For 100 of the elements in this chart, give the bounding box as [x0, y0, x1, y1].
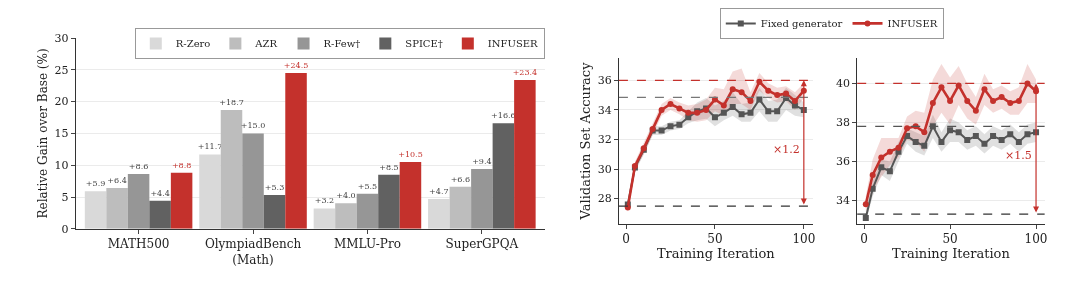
point [774, 92, 781, 99]
y-tick-label: 32 [597, 133, 612, 147]
point [747, 109, 754, 116]
x-tick-label: 50 [707, 232, 723, 247]
point [676, 105, 683, 112]
y-axis-title: Relative Gain over Base (%) [35, 48, 50, 219]
point [783, 90, 790, 97]
point [756, 78, 763, 85]
point [765, 108, 772, 115]
y-tick-label: 25 [54, 63, 69, 77]
bar [449, 186, 472, 229]
point [658, 127, 665, 134]
point [658, 106, 665, 113]
data-label: +9.4 [472, 157, 492, 167]
x-tick-label: 0 [860, 232, 868, 247]
data-label: +8.6 [128, 162, 149, 172]
bar [356, 193, 379, 229]
x-axis-title: Training Iteration [892, 246, 1011, 262]
data-label: +11.7 [197, 142, 223, 152]
point [862, 201, 869, 208]
legend-label: SPICE† [405, 38, 443, 50]
point [1015, 98, 1022, 104]
point [729, 103, 736, 110]
x-tick-label: 0 [622, 232, 630, 247]
bar [471, 169, 493, 229]
data-label: +4.0 [336, 191, 356, 201]
point [738, 111, 745, 118]
data-label: +8.8 [171, 160, 192, 170]
point [862, 214, 869, 221]
data-label: +24.5 [283, 61, 309, 71]
y-tick-label: 40 [836, 77, 850, 91]
point [886, 148, 893, 155]
point [990, 133, 997, 140]
bar [378, 174, 400, 229]
point [756, 96, 763, 103]
y-tick-label: 28 [597, 192, 612, 206]
data-label: +4.4 [150, 188, 170, 198]
bar [313, 208, 336, 229]
data-label: +3.2 [314, 196, 335, 206]
data-label: +4.7 [429, 186, 449, 196]
legend-label: INFUSER [487, 38, 539, 50]
annotation: ×1.5 [1005, 149, 1032, 162]
data-label: +5.5 [357, 181, 378, 191]
point [886, 168, 893, 175]
point [981, 86, 988, 93]
point [1024, 131, 1031, 138]
data-label: +5.3 [264, 183, 285, 193]
point [729, 86, 736, 93]
bar [242, 133, 264, 229]
y-tick-label: 30 [597, 162, 612, 176]
point [921, 142, 928, 149]
bar [514, 80, 536, 229]
y-tick-label: 20 [54, 95, 69, 109]
point [947, 127, 954, 134]
legend-label: Fixed generator [760, 18, 843, 30]
bar [399, 162, 422, 229]
y-tick-label: 5 [61, 190, 69, 204]
point [955, 82, 962, 89]
point [878, 164, 885, 171]
x-tick-label: 100 [792, 232, 816, 247]
legend-label: R-Zero [175, 38, 211, 50]
point [964, 98, 971, 104]
y-axis-title: Validation Set Accuracy [577, 61, 593, 221]
data-label: +8.5 [379, 162, 399, 172]
data-label: +15.0 [240, 121, 266, 131]
point [791, 98, 798, 105]
bar [170, 172, 193, 229]
bar [492, 123, 515, 229]
y-tick-label: 34 [597, 103, 612, 117]
bar [84, 191, 107, 229]
point [981, 140, 988, 147]
data-label: +5.9 [85, 179, 106, 189]
point [895, 144, 902, 151]
point [667, 100, 674, 107]
bar [106, 188, 128, 229]
point [921, 129, 928, 136]
x-tick-label: 100 [1024, 232, 1048, 247]
point [878, 154, 885, 161]
data-label: +10.5 [398, 150, 423, 160]
point [904, 125, 911, 132]
legend-label: INFUSER [887, 18, 938, 30]
x-tick-label: SuperGPQA [445, 237, 519, 252]
point [955, 129, 962, 136]
x-axis-title: Training Iteration [656, 246, 776, 262]
data-label: +6.6 [450, 174, 471, 184]
y-tick-label: 36 [597, 74, 612, 88]
legend-label: R-Few† [323, 38, 361, 50]
point [947, 98, 954, 104]
data-label: +18.7 [219, 97, 244, 107]
data-label: +6.4 [107, 176, 127, 186]
point [964, 136, 971, 143]
point [998, 136, 1005, 143]
point [990, 98, 997, 104]
y-tick-label: 30 [54, 31, 69, 45]
point [747, 98, 754, 105]
bar [428, 198, 450, 229]
point [938, 84, 945, 91]
data-label: +23.4 [512, 68, 538, 78]
point [765, 87, 772, 94]
point [720, 102, 727, 109]
